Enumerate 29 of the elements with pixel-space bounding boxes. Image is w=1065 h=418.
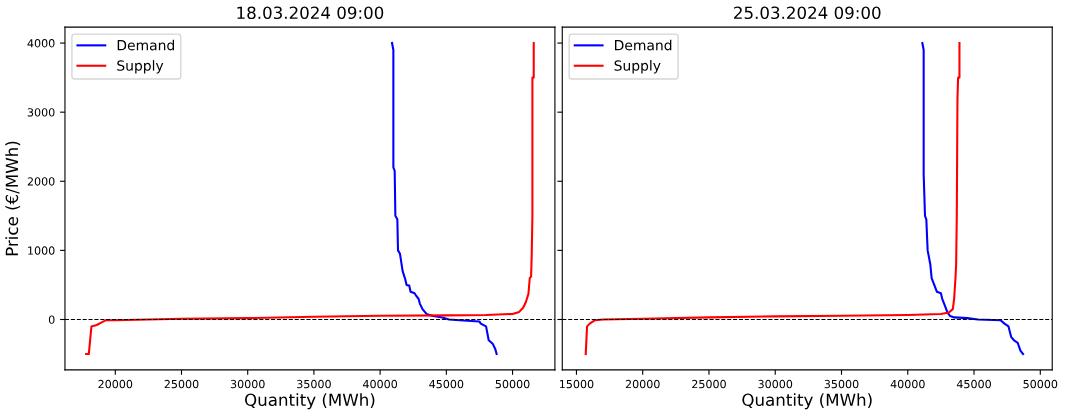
x-tick-label: 15000 (559, 379, 594, 389)
y-tick-label: 4000 (27, 39, 55, 48)
y-tick-label: 3000 (27, 108, 55, 117)
y-tick-label: 0 (48, 315, 55, 324)
chart-title: 18.03.2024 09:00 (237, 6, 384, 20)
legend-label: Supply (117, 60, 164, 74)
x-tick-label: 30000 (758, 379, 793, 389)
x-tick-label: 35000 (297, 379, 331, 389)
x-axis-title: Quantity (MWh) (742, 393, 872, 410)
x-tick-label: 35000 (824, 379, 859, 389)
y-tick-label: 1000 (28, 246, 55, 255)
x-tick-label: 40000 (362, 379, 398, 389)
x-tick-label: 25000 (692, 379, 726, 389)
x-tick-label: 30000 (230, 379, 265, 389)
x-tick-label: 20000 (98, 379, 133, 389)
y-tick-label: 2000 (27, 177, 55, 186)
x-tick-label: 50000 (495, 379, 530, 389)
legend-label: Supply (614, 60, 661, 74)
x-tick-label: 40000 (890, 379, 925, 389)
chart-title: 25.03.2024 09:00 (734, 6, 881, 20)
x-axis-title: Quantity (MWh) (245, 393, 375, 410)
legend-label: Demand (117, 39, 174, 51)
x-tick-label: 20000 (625, 379, 660, 389)
legend-label: Demand (615, 39, 672, 51)
x-tick-label: 25000 (164, 379, 199, 389)
y-axis-title: Price (€/MWh) (5, 141, 21, 256)
x-tick-label: 45000 (956, 379, 991, 389)
x-tick-label: 50000 (1023, 379, 1058, 389)
x-tick-label: 45000 (429, 379, 464, 389)
